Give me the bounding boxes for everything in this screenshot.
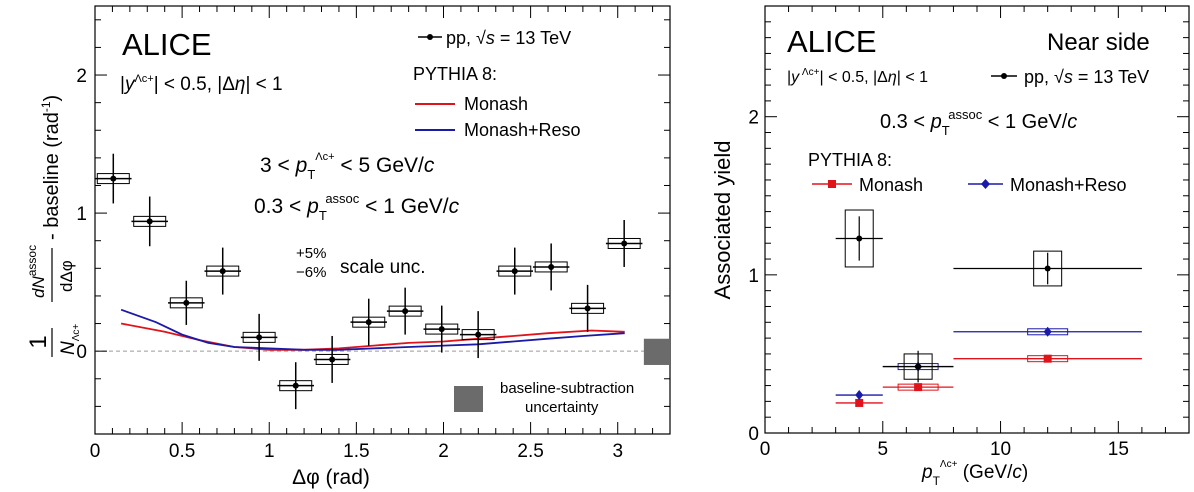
left-legend-monash-label: Monash — [464, 94, 528, 114]
data-point — [856, 235, 863, 242]
data-point — [365, 319, 372, 326]
right-legend-monash-marker — [828, 180, 836, 188]
data-point — [621, 240, 628, 247]
left-scale-unc-minus: −6% — [296, 264, 326, 281]
left-scale-uncertainty: +5% −6% scale unc. — [296, 245, 426, 281]
right-legend-data-label: pp, √s = 13 TeV — [1024, 67, 1149, 87]
right-x-axis-label: pTΛc+ (GeV/c) — [921, 459, 1028, 488]
right-legend-monash-label: Monash — [859, 175, 923, 195]
svg-text:dNassoc: dNassoc — [25, 245, 48, 298]
left-baseline-legend-line2: uncertainty — [525, 399, 599, 416]
x-tick-label: 5 — [877, 439, 888, 460]
monash-reso-point — [855, 390, 864, 401]
right-data-points — [835, 209, 1142, 383]
data-point — [402, 308, 409, 315]
right-legend: pp, √s = 13 TeV PYTHIA 8: Monash Monash+… — [808, 67, 1149, 195]
x-tick-label: 0 — [760, 439, 771, 460]
left-assoc-pt-label: 0.3 < pTassoc < 1 GeV/c — [254, 191, 460, 223]
monash-point — [855, 398, 864, 407]
data-point — [438, 326, 445, 333]
left-legend-model-title: PYTHIA 8: — [413, 64, 497, 84]
data-point — [475, 331, 482, 338]
right-selection-label: |y Λc+| < 0.5, |Δη| < 1 — [787, 67, 928, 86]
right-legend-data-marker — [1001, 73, 1007, 79]
left-selection-label: |yΛc+| < 0.5, |Δη| < 1 — [120, 73, 283, 95]
data-point — [292, 382, 299, 389]
right-legend-reso-label: Monash+Reso — [1010, 175, 1127, 195]
left-x-axis-label: Δφ (rad) — [292, 466, 370, 489]
left-legend-data-label: pp, √s = 13 TeV — [446, 28, 571, 48]
x-tick-label: 0.5 — [169, 441, 195, 462]
left-experiment-label: ALICE — [122, 27, 212, 62]
left-trigger-pt-label: 3 < pTΛc+ < 5 GeV/c — [260, 151, 435, 182]
right-experiment-label: ALICE — [787, 24, 877, 59]
y-tick-label: 2 — [748, 108, 759, 129]
monash-point — [1043, 354, 1052, 363]
left-scale-unc-text: scale unc. — [340, 257, 426, 278]
y-tick-label: 1 — [748, 266, 759, 287]
data-point — [219, 268, 226, 275]
data-point — [110, 175, 117, 182]
left-plot-frame — [94, 5, 671, 435]
x-tick-label: 0 — [90, 441, 101, 462]
data-point — [915, 363, 922, 370]
svg-text:- baseline (rad-1): - baseline (rad-1) — [39, 95, 63, 240]
left-y-axis-label: 1 NΛc+ dNassoc dΔφ - baseline (rad-1) — [25, 95, 82, 357]
data-point — [256, 334, 263, 341]
monash-reso-point — [1043, 326, 1052, 337]
svg-text:dΔφ: dΔφ — [57, 260, 76, 292]
data-point — [1044, 265, 1051, 272]
monash-reso-curve — [120, 308, 625, 351]
y-tick-label: 0 — [76, 342, 87, 363]
svg-text:1: 1 — [25, 335, 52, 348]
left-data-points — [95, 153, 643, 410]
right-assoc-pt-label: 0.3 < pTassoc < 1 GeV/c — [880, 107, 1077, 138]
x-tick-label: 1.5 — [343, 441, 369, 462]
left-scale-unc-plus: +5% — [296, 245, 326, 262]
left-legend: pp, √s = 13 TeV PYTHIA 8: Monash Monash+… — [413, 28, 581, 140]
y-tick-label: 1 — [76, 204, 87, 225]
svg-text:NΛc+: NΛc+ — [58, 324, 82, 355]
data-point — [511, 268, 518, 275]
right-panel: 0 5 10 15 0 1 2 ALICE Near side |y Λc+| < 0.5,… — [710, 5, 1190, 488]
right-axis-ticks: 0 5 10 15 0 1 2 — [748, 5, 1190, 460]
left-panel: 0 0.5 1 1.5 2 2.5 3 0 1 2 ALICE |yΛc+| < 0.5, |Δη… — [25, 5, 671, 489]
x-tick-label: 2.5 — [517, 441, 543, 462]
left-legend-reso-label: Monash+Reso — [464, 120, 581, 140]
right-legend-reso-marker — [981, 179, 990, 189]
right-region-label: Near side — [1047, 29, 1150, 56]
x-tick-label: 15 — [1108, 439, 1129, 460]
left-legend-data-marker — [427, 34, 433, 40]
right-legend-model-title: PYTHIA 8: — [808, 150, 892, 170]
y-tick-label: 2 — [76, 66, 87, 87]
data-point — [584, 305, 591, 312]
data-point — [146, 218, 153, 225]
baseline-uncertainty-band — [643, 338, 670, 365]
left-model-curves — [120, 308, 625, 351]
data-point — [183, 299, 190, 306]
monash-point — [914, 383, 923, 392]
right-model-points — [835, 326, 1142, 407]
y-tick-label: 0 — [748, 424, 759, 445]
left-baseline-legend-swatch — [454, 386, 483, 412]
x-tick-label: 2 — [438, 441, 449, 462]
monash-curve — [120, 322, 625, 351]
right-y-axis-label: Associated yield — [710, 141, 735, 300]
left-axis-ticks: 0 0.5 1 1.5 2 2.5 3 0 1 2 — [76, 6, 671, 462]
left-baseline-uncertainty-band — [643, 338, 670, 365]
left-baseline-legend-line1: baseline-subtraction — [500, 380, 634, 397]
x-tick-label: 10 — [990, 439, 1011, 460]
data-point — [329, 356, 336, 363]
data-point — [548, 263, 555, 270]
x-tick-label: 1 — [264, 441, 275, 462]
x-tick-label: 3 — [612, 441, 623, 462]
